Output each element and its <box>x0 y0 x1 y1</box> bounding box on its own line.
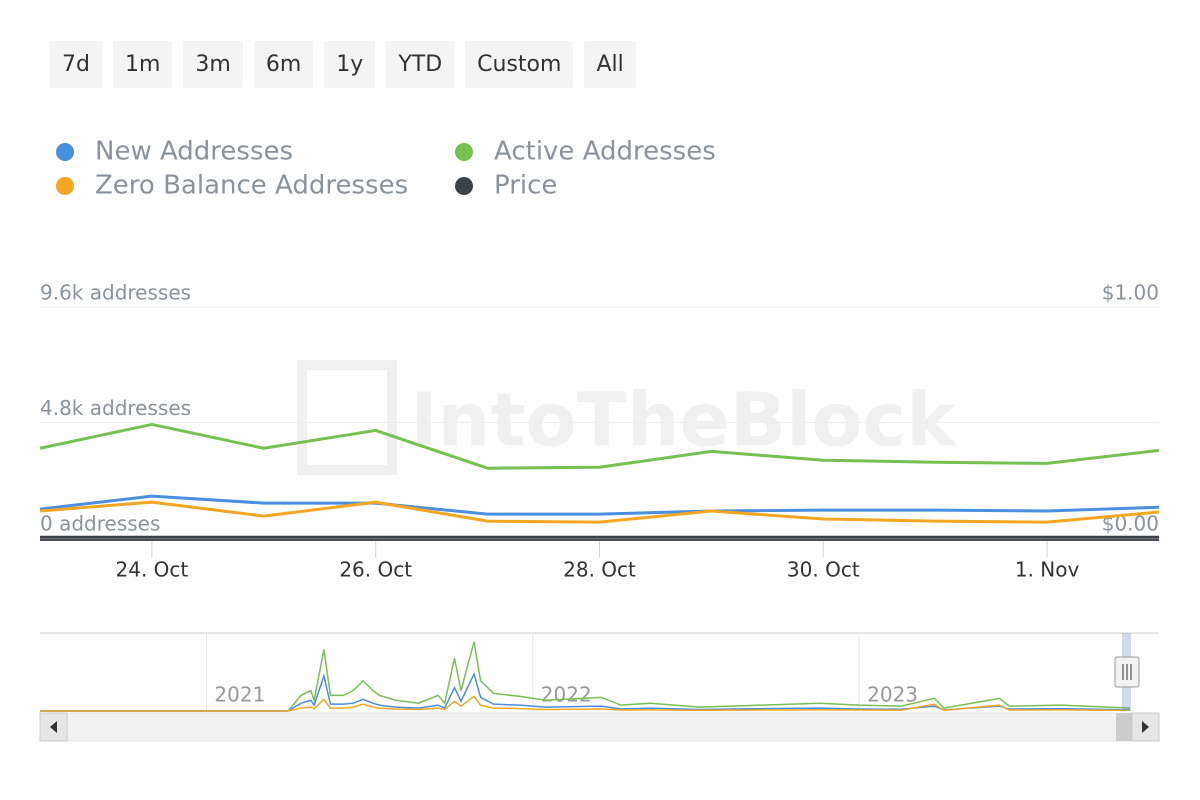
range-button[interactable]: 6m <box>253 41 314 88</box>
series-line <box>39 500 1160 524</box>
x-tick-label: 26. Oct <box>339 558 412 582</box>
y-tick-label: 0 addresses <box>40 512 160 536</box>
series-line <box>39 494 1160 516</box>
range-button[interactable]: YTD <box>386 41 455 88</box>
watermark-logo <box>297 360 397 475</box>
range-button[interactable]: All <box>584 41 636 88</box>
legend-marker <box>56 143 74 161</box>
range-button[interactable]: Custom <box>465 41 574 88</box>
range-button[interactable]: 3m <box>183 41 243 88</box>
range-buttons: 7d 1m 3m 6m 1y YTD Custom All <box>50 41 636 88</box>
navigator-line <box>40 695 1131 712</box>
legend-label: New Addresses <box>95 137 293 167</box>
navigator-line <box>40 671 1131 712</box>
navigator-line <box>40 641 1131 712</box>
arrow-right <box>1142 721 1149 733</box>
x-tick-label: 1. Nov <box>1015 558 1080 582</box>
range-button[interactable]: 7d <box>50 41 102 88</box>
legend-label: Active Addresses <box>494 137 716 167</box>
y-tick-label: 4.8k addresses <box>40 396 191 420</box>
scrollbar-thumb[interactable] <box>1116 713 1132 741</box>
x-tick-label: 28. Oct <box>563 558 636 582</box>
series-line <box>39 422 1160 470</box>
navigator-year-label: 2023 <box>867 683 918 707</box>
legend-label: Price <box>494 171 557 201</box>
legend-marker <box>455 177 473 195</box>
navigator-year-label: 2021 <box>214 683 265 707</box>
legend-marker <box>455 143 473 161</box>
navigator-year-label: 2022 <box>541 683 592 707</box>
legend-label: Zero Balance Addresses <box>95 171 408 201</box>
y-tick-label: 9.6k addresses <box>40 281 191 305</box>
scrollbar-track <box>39 712 1160 742</box>
x-tick-label: 24. Oct <box>116 558 189 582</box>
range-button[interactable]: 1y <box>324 41 376 88</box>
arrow-left <box>50 721 57 733</box>
watermark: IntoTheBlock <box>410 378 957 464</box>
range-button[interactable]: 1m <box>112 41 173 88</box>
legend-marker <box>56 177 74 195</box>
y2-tick-label: $1.00 <box>1102 281 1159 305</box>
x-tick-label: 30. Oct <box>787 558 860 582</box>
